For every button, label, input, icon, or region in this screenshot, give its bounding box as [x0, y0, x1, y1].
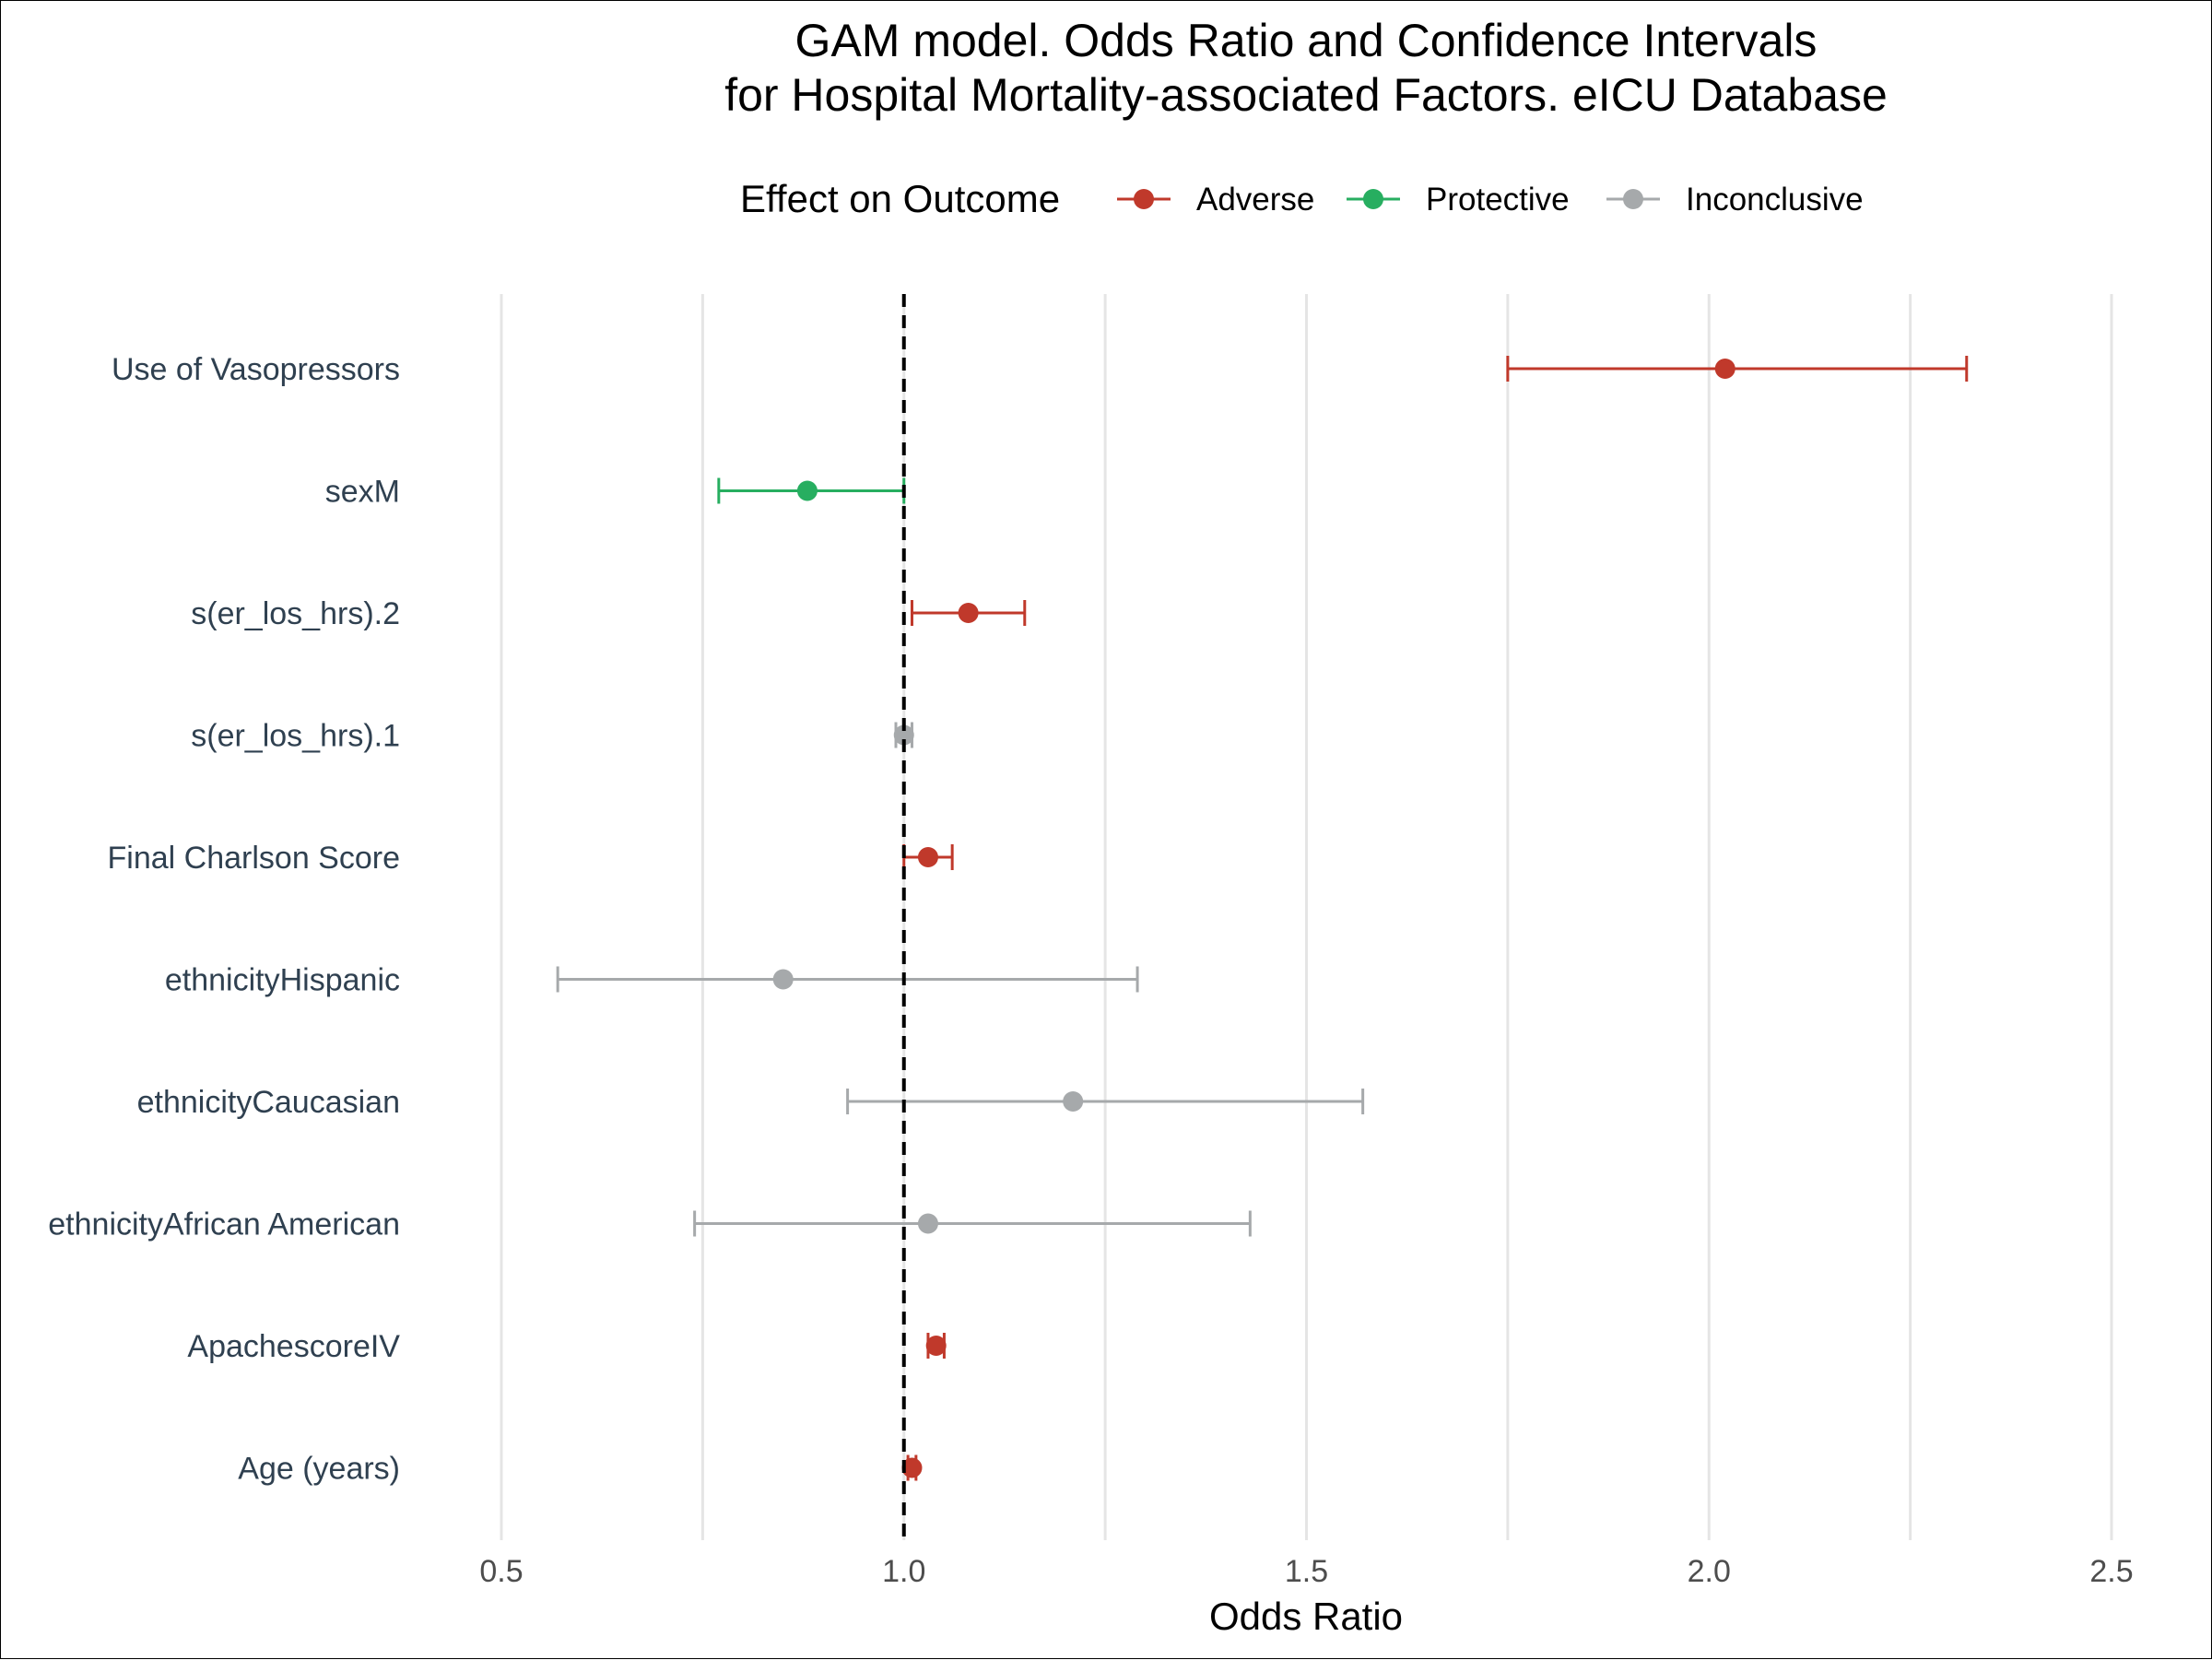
- estimate-row: [556, 966, 1139, 993]
- legend: Effect on Outcome Adverse Protective Incon…: [740, 177, 1864, 220]
- odds-ratio-point: [901, 1457, 923, 1478]
- odds-ratio-point: [917, 847, 938, 867]
- x-tick-label: 1.0: [882, 1554, 925, 1589]
- estimate-row: [1506, 356, 1969, 382]
- odds-ratio-point: [958, 603, 979, 623]
- odds-ratio-point: [925, 1336, 947, 1356]
- y-tick-label: Final Charlson Score: [108, 841, 400, 876]
- y-tick-label: Use of Vasopressors: [112, 352, 400, 387]
- x-axis-title: Odds Ratio: [1209, 1595, 1403, 1638]
- legend-item-protective: Protective: [1347, 182, 1570, 218]
- y-axis-labels: Use of Vasopressors sexM s(er_los_hrs).2 s(…: [48, 352, 400, 1487]
- legend-key-point: [1363, 189, 1383, 209]
- grid-lines: [500, 294, 2113, 1540]
- chart-title-line2: for Hospital Mortality-associated Factor…: [724, 69, 1888, 121]
- chart-title-line1: GAM model. Odds Ratio and Confidence Int…: [795, 15, 1818, 66]
- estimate-row: [925, 1333, 947, 1359]
- y-tick-label: Age (years): [238, 1452, 400, 1487]
- estimate-row: [893, 722, 914, 748]
- y-tick-label: ethnicityCaucasian: [137, 1085, 400, 1120]
- legend-item-adverse: Adverse: [1117, 182, 1314, 218]
- odds-ratio-point: [796, 480, 818, 501]
- y-tick-label: s(er_los_hrs).1: [191, 719, 400, 754]
- odds-ratio-point: [917, 1213, 938, 1234]
- y-tick-label: sexM: [325, 475, 400, 510]
- legend-label: Protective: [1426, 182, 1570, 218]
- y-tick-label: ethnicityAfrican American: [48, 1207, 400, 1242]
- legend-label: Adverse: [1196, 182, 1314, 218]
- legend-key-point: [1134, 189, 1154, 209]
- y-tick-label: ethnicityHispanic: [165, 963, 400, 998]
- estimate-row: [910, 600, 1027, 626]
- x-tick-label: 1.5: [1285, 1554, 1328, 1589]
- x-tick-label: 2.5: [2089, 1554, 2133, 1589]
- estimate-row: [846, 1089, 1365, 1114]
- y-tick-label: s(er_los_hrs).2: [191, 596, 400, 631]
- legend-key-point: [1623, 189, 1643, 209]
- estimates: [556, 356, 1969, 1481]
- estimate-row: [901, 1454, 923, 1481]
- odds-ratio-point: [893, 724, 914, 746]
- legend-label: Inconclusive: [1686, 182, 1864, 218]
- odds-ratio-point: [772, 969, 794, 990]
- legend-item-inconclusive: Inconclusive: [1606, 182, 1864, 218]
- y-tick-label: ApachescoreIV: [187, 1329, 400, 1364]
- x-tick-label: 2.0: [1688, 1554, 1731, 1589]
- x-axis-ticks: 0.5 1.0 1.5 2.0 2.5: [479, 1554, 2133, 1589]
- estimate-row: [717, 477, 906, 504]
- odds-ratio-point: [1714, 359, 1735, 379]
- x-tick-label: 0.5: [479, 1554, 523, 1589]
- odds-ratio-point: [1063, 1091, 1084, 1112]
- legend-title: Effect on Outcome: [740, 177, 1060, 220]
- estimate-row: [902, 844, 954, 870]
- estimate-row: [693, 1210, 1252, 1237]
